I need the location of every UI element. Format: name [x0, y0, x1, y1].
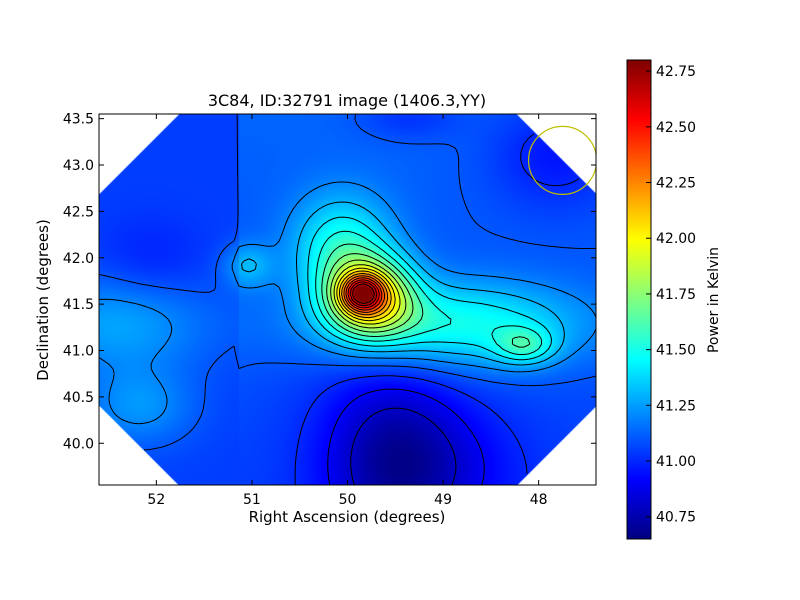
contour-level — [330, 259, 407, 329]
colorbar-tick-label: 41.50 — [656, 343, 696, 359]
colorbar-tick-label: 42.25 — [656, 176, 696, 192]
contour-level — [352, 283, 375, 304]
contour-level — [336, 267, 396, 322]
contour-level — [321, 243, 531, 348]
contour-level — [341, 273, 389, 316]
colorbar-tick-label: 41.75 — [656, 287, 696, 303]
colorbar-tick-label: 41.25 — [656, 398, 696, 414]
colorbar-tick-label: 41.00 — [656, 454, 696, 470]
contour-level — [315, 230, 543, 355]
contour-level — [307, 216, 552, 361]
x-axis: 52 51 50 49 48 — [147, 114, 548, 508]
contour-level — [99, 114, 596, 451]
x-tick-label: 50 — [339, 492, 357, 508]
contour-level — [349, 281, 378, 307]
colorbar-gradient — [626, 59, 652, 540]
y-tick-label: 40.5 — [63, 390, 94, 406]
x-tick-label: 51 — [243, 492, 261, 508]
contour-level — [343, 275, 386, 313]
y-tick-label: 42.0 — [63, 251, 94, 267]
x-tick-label: 49 — [434, 492, 452, 508]
colorbar-tick-label: 42.50 — [656, 120, 696, 136]
contour-level — [347, 279, 380, 309]
contour-level — [338, 270, 392, 319]
y-tick-label: 43.0 — [63, 158, 94, 174]
plot-area — [98, 113, 597, 486]
contour-level — [345, 277, 383, 311]
x-tick-label: 52 — [147, 492, 165, 508]
y-tick-label: 43.5 — [63, 112, 94, 128]
contour-level — [99, 181, 596, 425]
contour-level — [333, 264, 401, 325]
contour-level — [326, 253, 414, 333]
contour-level — [350, 407, 457, 485]
colorbar: 40.75 41.00 41.25 41.50 41.75 42.00 42.25 42.50… — [626, 59, 722, 540]
chart-title: 3C84, ID:32791 image (1406.3,YY) — [208, 91, 486, 110]
beam-marker — [527, 125, 596, 195]
y-tick-label: 40.0 — [63, 436, 94, 452]
y-tick-label: 41.0 — [63, 344, 94, 360]
contour-level — [241, 201, 565, 366]
contour-lines — [99, 114, 596, 485]
y-axis: 40.0 40.5 41.0 41.5 42.0 42.5 43.0 43.5 — [63, 112, 596, 452]
colorbar-tick-label: 42.75 — [656, 64, 696, 80]
y-axis-label: Declination (degrees) — [34, 219, 52, 381]
colorbar-ticks: 40.75 41.00 41.25 41.50 41.75 42.00 42.25 42.50… — [646, 64, 696, 526]
x-tick-label: 48 — [530, 492, 548, 508]
x-axis-label: Right Ascension (degrees) — [249, 508, 446, 526]
colorbar-tick-label: 42.00 — [656, 231, 696, 247]
colorbar-label: Power in Kelvin — [706, 247, 722, 353]
colorbar-tick-label: 40.75 — [656, 510, 696, 526]
contour-level — [327, 388, 485, 485]
y-tick-label: 42.5 — [63, 204, 94, 220]
contour-level — [294, 133, 580, 485]
y-tick-label: 41.5 — [63, 297, 94, 313]
